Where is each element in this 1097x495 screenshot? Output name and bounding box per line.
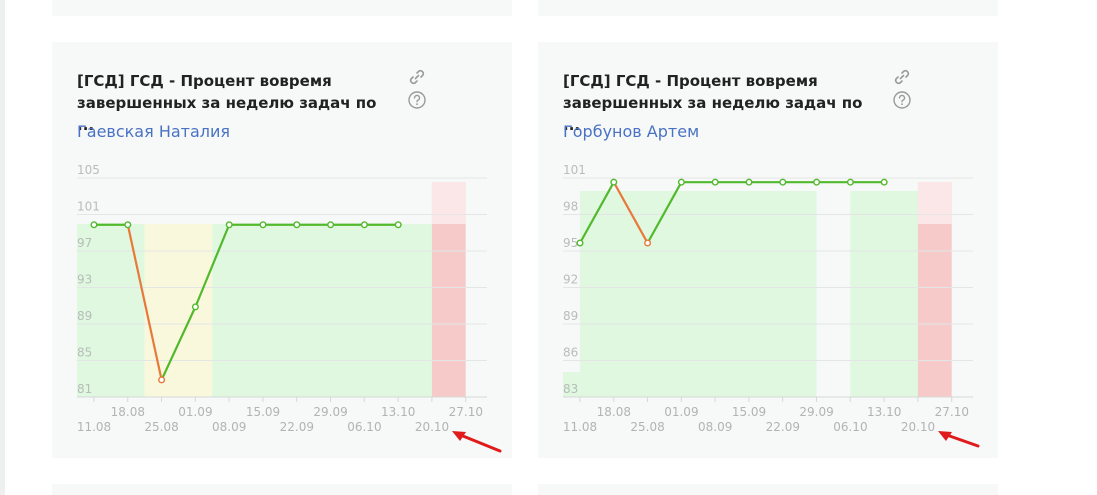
data-point — [90, 221, 98, 229]
y-tick-label: 105 — [77, 163, 100, 177]
data-point — [225, 221, 233, 229]
data-point — [158, 376, 166, 384]
data-point — [259, 221, 267, 229]
x-tick-label: 11.08 — [563, 420, 597, 434]
y-tick-label: 98 — [563, 200, 578, 214]
zone-warning — [144, 224, 213, 397]
x-tick-label: 20.10 — [901, 420, 935, 434]
y-tick-label: 81 — [77, 382, 92, 396]
zone-good — [850, 191, 918, 397]
annotation-arrow — [452, 431, 502, 453]
x-tick-label: 27.10 — [935, 405, 969, 419]
y-tick-label: 101 — [77, 200, 100, 214]
kpi-card-gaevskaya: [ГСД] ГСД - Процент вовремя завершенных … — [52, 42, 512, 458]
data-point — [610, 178, 618, 186]
data-point — [394, 221, 402, 229]
data-point — [327, 221, 335, 229]
x-tick-label: 06.10 — [347, 420, 381, 434]
card-top-right-partial — [538, 0, 998, 16]
link-icon[interactable] — [407, 67, 427, 87]
series-segment — [612, 181, 649, 245]
series-segment — [160, 305, 197, 381]
kpi-card-gorbunov: [ГСД] ГСД - Процент вовремя завершенных … — [538, 42, 998, 458]
x-tick-label: 15.09 — [732, 405, 766, 419]
kpi-chart: 101 98 95 92 89 86 83 18.08 01.09 15.09 29.09 13.10… — [563, 163, 973, 434]
x-tick-label: 18.08 — [597, 405, 631, 419]
series-segment — [194, 223, 231, 308]
x-tick-label: 06.10 — [833, 420, 867, 434]
x-tick-label: 08.09 — [212, 420, 246, 434]
y-tick-label: 83 — [563, 382, 578, 396]
y-tick-label: 101 — [563, 163, 586, 177]
y-tick-label: 86 — [563, 346, 578, 360]
x-tick-label: 25.08 — [630, 420, 664, 434]
x-tick-label: 29.09 — [313, 405, 347, 419]
series-segment — [126, 223, 163, 381]
card-bottom-right-partial — [538, 484, 998, 495]
x-tick-label: 27.10 — [449, 405, 483, 419]
x-tick-label: 01.09 — [664, 405, 698, 419]
data-point — [846, 178, 854, 186]
question-circle-icon[interactable] — [892, 90, 912, 110]
x-tick-label: 01.09 — [178, 405, 212, 419]
data-point — [293, 221, 301, 229]
data-point — [880, 178, 888, 186]
zone-good — [579, 191, 817, 397]
data-point — [745, 178, 753, 186]
person-link[interactable]: Горбунов Артем — [563, 122, 700, 141]
card-bottom-left-partial — [52, 484, 512, 495]
x-tick-label: 29.09 — [799, 405, 833, 419]
data-point — [779, 178, 787, 186]
data-point — [813, 178, 821, 186]
x-tick-label: 15.09 — [246, 405, 280, 419]
data-point — [360, 221, 368, 229]
card-top-left-partial — [52, 0, 512, 16]
data-point — [711, 178, 719, 186]
zone-bad-top — [431, 182, 466, 224]
card-title: [ГСД] ГСД - Процент вовремя завершенных … — [563, 72, 863, 134]
x-tick-label: 08.09 — [698, 420, 732, 434]
zone-good — [563, 372, 580, 397]
series-segment — [578, 181, 615, 245]
y-tick-label: 92 — [563, 273, 578, 287]
link-icon[interactable] — [892, 67, 912, 87]
kpi-chart: 105 101 97 93 89 85 81 18.08 01.09 15.09 29.09 13.1… — [77, 163, 487, 434]
x-tick-label: 11.08 — [77, 420, 111, 434]
person-link[interactable]: Гаевская Наталия — [77, 122, 231, 141]
zone-good — [212, 224, 432, 397]
y-tick-label: 93 — [77, 273, 92, 287]
x-tick-label: 13.10 — [381, 405, 415, 419]
x-tick-label: 25.08 — [144, 420, 178, 434]
x-tick-label: 22.09 — [280, 420, 314, 434]
x-tick-label: 20.10 — [415, 420, 449, 434]
question-circle-icon[interactable] — [407, 90, 427, 110]
y-tick-label: 97 — [77, 236, 92, 250]
x-tick-label: 18.08 — [111, 405, 145, 419]
data-point — [677, 178, 685, 186]
series-segment — [646, 181, 683, 245]
x-tick-label: 13.10 — [867, 405, 901, 419]
y-tick-label: 85 — [77, 346, 92, 360]
data-point — [191, 303, 199, 311]
y-tick-label: 89 — [563, 309, 578, 323]
annotation-arrow — [938, 431, 980, 448]
card-title: [ГСД] ГСД - Процент вовремя завершенных … — [77, 72, 377, 134]
data-point — [576, 239, 584, 247]
zone-bad-top — [917, 182, 952, 224]
left-edge — [0, 0, 5, 495]
x-tick-label: 22.09 — [766, 420, 800, 434]
data-point — [124, 221, 132, 229]
y-tick-label: 95 — [563, 236, 578, 250]
y-tick-label: 89 — [77, 309, 92, 323]
data-point — [644, 239, 652, 247]
